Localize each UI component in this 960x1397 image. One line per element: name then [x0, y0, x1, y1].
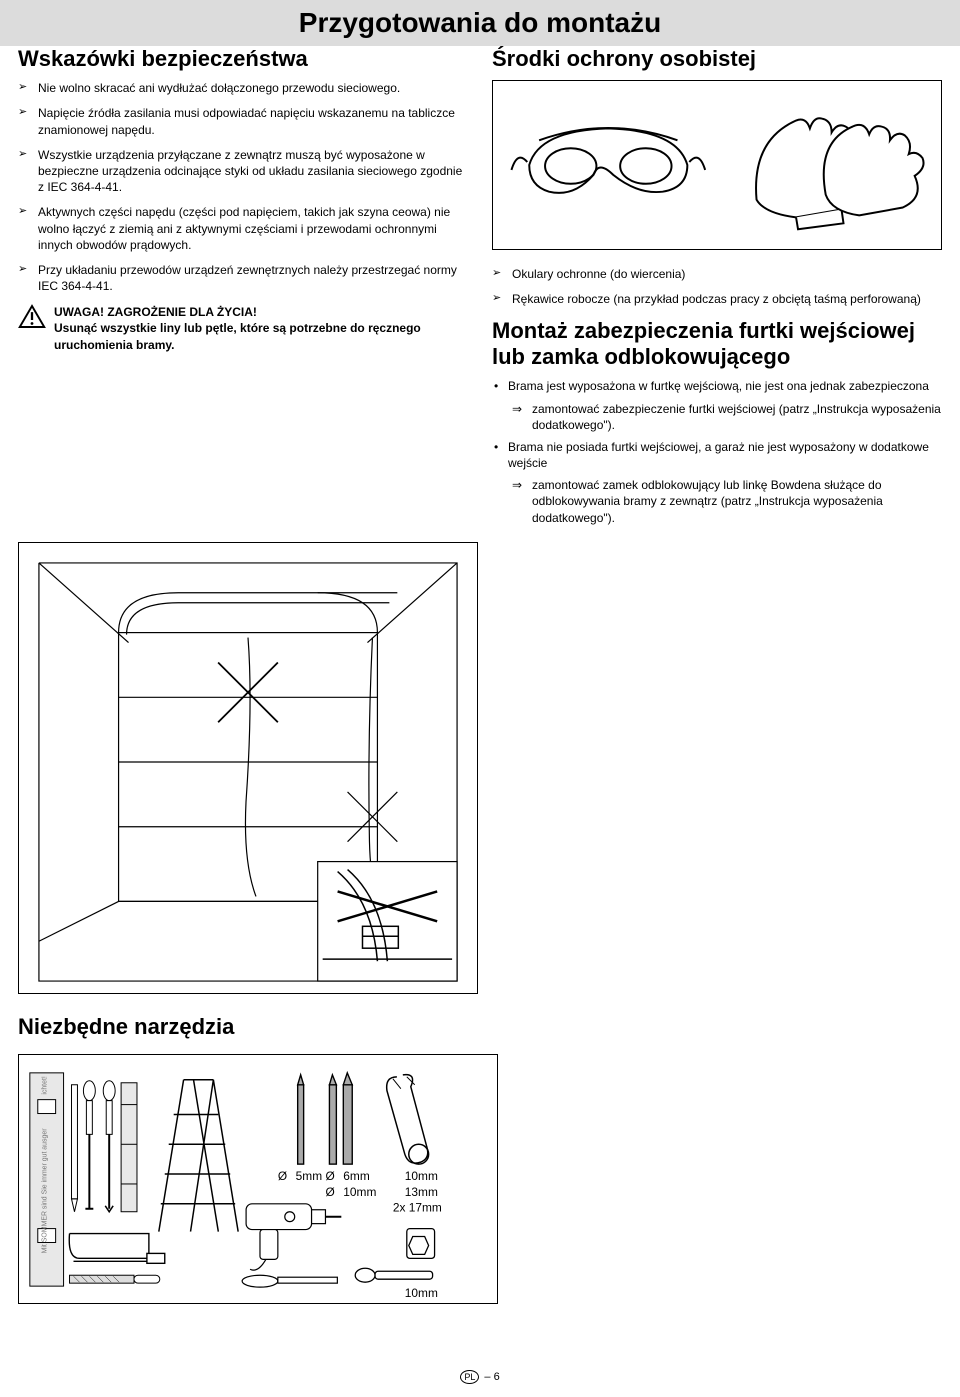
drill-dia-2: Ø — [325, 1169, 334, 1183]
list-item: Wszystkie urządzenia przyłączane z zewną… — [18, 147, 468, 196]
tools-section: Niezbędne narzędzia — [0, 994, 960, 1054]
garage-illustration — [18, 542, 478, 994]
footer-page: – 6 — [484, 1371, 499, 1383]
drill-label-1: 5mm — [296, 1169, 323, 1183]
socket-label: 10mm — [405, 1286, 438, 1300]
left-column: Wskazówki bezpieczeństwa Nie wolno skrac… — [18, 46, 468, 532]
right-column: Środki ochrony osobistej — [492, 46, 942, 532]
list-item: Brama nie posiada furtki wejściowej, a g… — [492, 439, 942, 526]
list-item: Okulary ochronne (do wiercenia) — [492, 266, 942, 282]
warning-line2: Usunąć wszystkie liny lub pętle, które s… — [54, 320, 468, 352]
warning-line1: UWAGA! ZAGROŻENIE DLA ŻYCIA! — [54, 304, 468, 320]
item-text: Brama jest wyposażona w furtkę wejściową… — [508, 379, 929, 393]
montaz-heading: Montaż zabezpieczenia furtki wejściowej … — [492, 318, 942, 371]
ppe-illustration — [492, 80, 942, 250]
list-item: Nie wolno skracać ani wydłużać dołączone… — [18, 80, 468, 96]
drill-label-2: 6mm — [343, 1169, 370, 1183]
ppe-heading: Środki ochrony osobistej — [492, 46, 942, 72]
main-columns: Wskazówki bezpieczeństwa Nie wolno skrac… — [0, 46, 960, 532]
list-item: Przy układaniu przewodów urządzeń zewnęt… — [18, 262, 468, 294]
montaz-list: Brama jest wyposażona w furtkę wejściową… — [492, 378, 942, 526]
tools-heading: Niezbędne narzędzia — [18, 1014, 942, 1040]
list-item: Rękawice robocze (na przykład podczas pr… — [492, 291, 942, 307]
box-label: Mit SOMMER sind Sie immer gut ausger — [42, 1128, 49, 1254]
item-text: Brama nie posiada furtki wejściowej, a g… — [508, 440, 929, 470]
list-item: Napięcie źródła zasilania musi odpowiada… — [18, 105, 468, 137]
page-title: Przygotowania do montażu — [299, 7, 661, 38]
warning-text: UWAGA! ZAGROŻENIE DLA ŻYCIA! Usunąć wszy… — [54, 304, 468, 353]
drill-dia-1: Ø — [278, 1169, 287, 1183]
safety-heading: Wskazówki bezpieczeństwa — [18, 46, 468, 72]
footer-lang: PL — [460, 1370, 479, 1384]
tools-illustration: Mit SOMMER sind Sie immer gut ausger ich… — [18, 1054, 498, 1304]
ppe-list: Okulary ochronne (do wiercenia) Rękawice… — [492, 266, 942, 307]
wrench-label-1: 10mm — [405, 1169, 438, 1183]
safety-list: Nie wolno skracać ani wydłużać dołączone… — [18, 80, 468, 294]
warning-icon — [18, 304, 46, 333]
box-label2: ichtet! — [42, 1076, 49, 1095]
list-item: Aktywnych części napędu (części pod napi… — [18, 204, 468, 253]
page-title-bar: Przygotowania do montażu — [0, 0, 960, 46]
warning-block: UWAGA! ZAGROŻENIE DLA ŻYCIA! Usunąć wszy… — [18, 304, 468, 353]
sub-item: zamontować zabezpieczenie furtki wejścio… — [508, 401, 942, 433]
drill-label-3: 10mm — [343, 1185, 376, 1199]
wrench-label-3: 2x 17mm — [393, 1201, 442, 1215]
drill-dia-3: Ø — [325, 1185, 334, 1199]
sub-item: zamontować zamek odblokowujący lub linkę… — [508, 477, 942, 526]
list-item: Brama jest wyposażona w furtkę wejściową… — [492, 378, 942, 433]
page-footer: PL – 6 — [0, 1370, 960, 1385]
wrench-label-2: 13mm — [405, 1185, 438, 1199]
